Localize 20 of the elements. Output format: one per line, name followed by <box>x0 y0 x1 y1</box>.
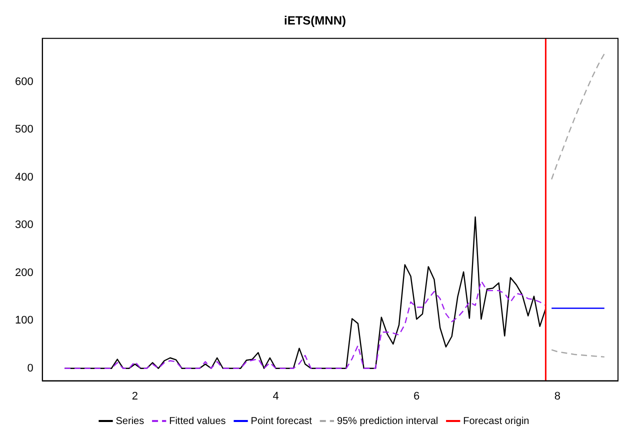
y-tick-label: 600 <box>14 76 34 88</box>
y-tick-label: 400 <box>14 171 34 184</box>
legend-label: Series <box>116 416 144 427</box>
x-tick-label: 4 <box>272 390 279 402</box>
legend-label: Fitted values <box>169 416 226 427</box>
y-tick-label: 200 <box>14 266 34 279</box>
x-tick-label: 8 <box>554 390 561 402</box>
legend-label: Point forecast <box>250 416 312 427</box>
chart-title: iETS(MNN) <box>284 14 346 28</box>
y-tick-label: 300 <box>14 219 34 232</box>
x-tick-label: 6 <box>414 390 420 402</box>
line-series <box>550 53 605 180</box>
legend-label: Forecast origin <box>463 416 530 427</box>
y-tick-label: 100 <box>14 314 34 327</box>
y-tick-label: 0 <box>27 362 34 374</box>
x-tick-label: 2 <box>132 390 138 402</box>
line-series <box>550 349 605 358</box>
legend-label: 95% prediction interval <box>336 416 438 427</box>
line-series <box>64 280 546 369</box>
y-tick-label: 500 <box>14 124 34 136</box>
